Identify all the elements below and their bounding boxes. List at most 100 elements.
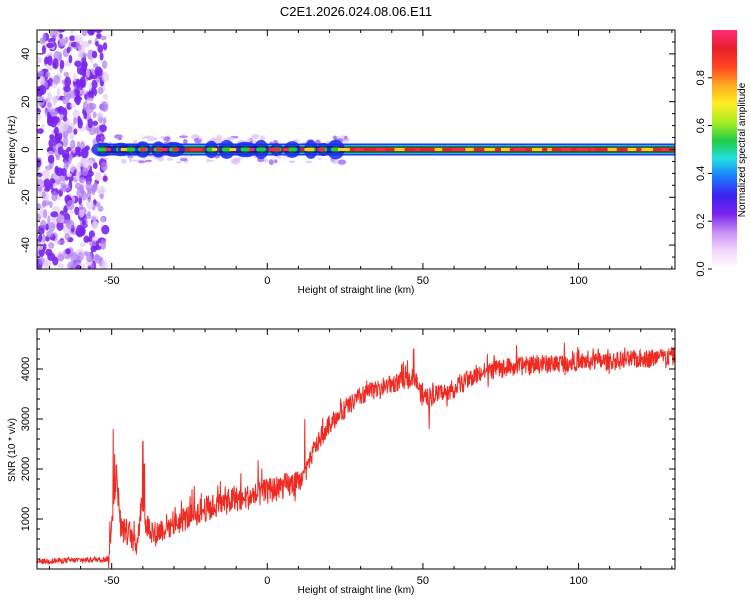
noise-blob (85, 68, 90, 78)
noise-blob (86, 199, 94, 210)
colorbar-tick-label: 0.6 (695, 118, 707, 133)
noise-blob (75, 146, 81, 153)
noise-blob (75, 94, 81, 106)
noise-blob (45, 71, 51, 78)
noise-blob (52, 256, 59, 266)
noise-blob (59, 59, 65, 70)
colorbar-tick-label: 0.2 (695, 214, 707, 229)
noise-blob (46, 52, 54, 58)
noise-blob (87, 236, 93, 242)
noise-blob (48, 242, 55, 249)
noise-blob (101, 72, 110, 83)
noise-blob (52, 182, 58, 189)
noise-blob (56, 88, 61, 99)
noise-blob (69, 152, 73, 161)
noise-blob (99, 193, 104, 200)
noise-blob (64, 36, 69, 44)
noise-blob (42, 200, 47, 208)
noise-blob (101, 60, 108, 69)
noise-blob (87, 118, 94, 129)
halo-blob (198, 137, 203, 141)
noise-blob (49, 201, 53, 209)
noise-blob (97, 44, 104, 54)
track-bump-core (97, 146, 108, 153)
noise-blob (90, 74, 98, 80)
track-dash (172, 147, 179, 152)
track-dash (140, 147, 147, 152)
noise-blob (45, 248, 53, 256)
x-tick-label: 50 (417, 575, 429, 587)
halo-blob (179, 135, 188, 139)
noise-blob (43, 177, 50, 189)
snr-x-label: Height of straight line (km) (298, 585, 415, 596)
halo-blob (344, 135, 348, 140)
noise-blob (50, 211, 59, 218)
halo-blob (128, 156, 133, 163)
track-dash (415, 147, 420, 152)
noise-blob (92, 120, 98, 127)
halo-blob (117, 137, 122, 141)
colorbar-tick-label: 0.4 (695, 166, 707, 181)
noise-blob (88, 82, 92, 92)
x-tick-label: 0 (264, 275, 270, 287)
noise-blob (57, 214, 65, 224)
noise-blob (66, 102, 73, 110)
y-tick-label: 1000 (20, 507, 32, 531)
noise-blob (45, 191, 49, 202)
noise-blob (79, 77, 86, 88)
halo-blob (102, 157, 109, 160)
noise-blob (43, 209, 48, 219)
halo-blob (206, 158, 210, 163)
noise-blob (94, 171, 102, 182)
noise-blob (78, 176, 86, 183)
noise-blob (42, 260, 49, 269)
track-dash (465, 147, 474, 152)
track-dash (105, 147, 111, 152)
noise-blob (70, 252, 79, 264)
noise-blob (51, 116, 60, 124)
noise-blob (90, 215, 99, 221)
noise-blob (46, 91, 52, 102)
colorbar-tick-label: 0.8 (695, 70, 707, 85)
track-dash (513, 147, 526, 152)
noise-blob (72, 73, 77, 82)
noise-blob (74, 34, 79, 43)
colorbar-label: Normalized spectral amplitude (737, 82, 748, 217)
noise-blob (91, 220, 99, 230)
noise-blob (66, 200, 75, 211)
track-dash (283, 147, 289, 152)
halo-blob (227, 136, 235, 141)
noise-blob (99, 103, 108, 111)
noise-blob (68, 90, 76, 99)
noise-blob (81, 60, 88, 69)
noise-blob (42, 243, 47, 251)
noise-blob (70, 139, 76, 149)
noise-blob (62, 116, 68, 122)
noise-blob (47, 111, 51, 123)
y-tick-label: 40 (20, 48, 32, 60)
noise-blob (78, 196, 83, 206)
snr-y-label: SNR (10 * v/v) (7, 418, 18, 482)
colorbar: 0.0 0.2 0.4 0.6 0.8 Normalized spectral ampl… (695, 30, 748, 277)
noise-blob (101, 224, 110, 235)
noise-blob (80, 242, 86, 248)
chart-title: C2E1.2026.024.08.06.E11 (280, 4, 432, 19)
noise-blob (100, 35, 107, 41)
halo-blob (341, 137, 350, 143)
noise-blob (86, 97, 94, 103)
halo-blob (147, 155, 155, 158)
noise-blob (93, 245, 102, 250)
noise-blob (75, 226, 84, 238)
spectrogram-y-axis: -40 -20 0 20 40 (20, 29, 675, 270)
noise-blob (47, 154, 55, 164)
track-dash (576, 147, 589, 152)
noise-blob (94, 30, 103, 34)
noise-blob (101, 258, 106, 269)
noise-blob (97, 205, 104, 212)
noise-blob (81, 220, 86, 226)
halo-blob (132, 139, 138, 144)
spectrogram-y-label: Frequency (Hz) (7, 116, 18, 185)
track-dash (641, 147, 654, 152)
noise-blob (49, 108, 58, 117)
halo-blob (245, 138, 254, 142)
